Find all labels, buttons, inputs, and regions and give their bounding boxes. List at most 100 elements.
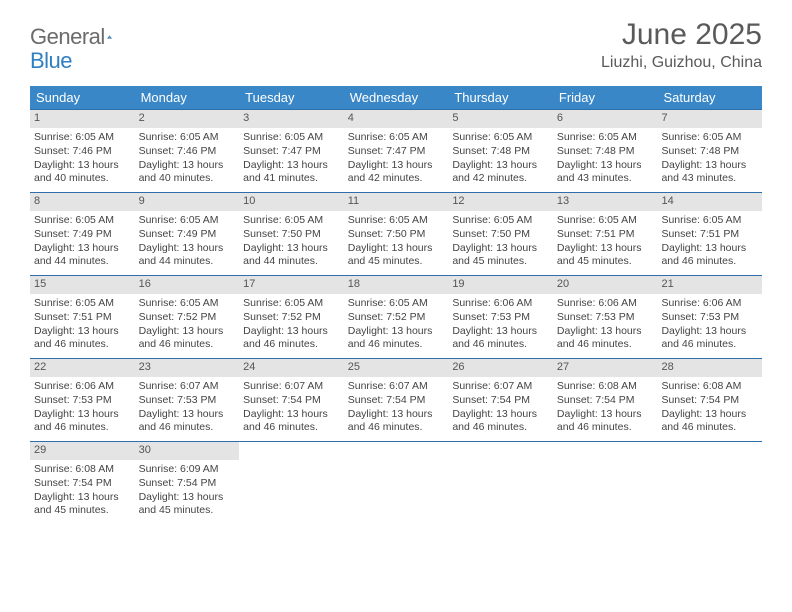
day-cell: 18Sunrise: 6:05 AMSunset: 7:52 PMDayligh… <box>344 276 449 358</box>
sunset-line: Sunset: 7:48 PM <box>661 145 758 158</box>
daylight-line: Daylight: 13 hours and 44 minutes. <box>243 242 340 268</box>
day-number: 17 <box>239 276 344 294</box>
day-number: 15 <box>30 276 135 294</box>
daylight-line: Daylight: 13 hours and 45 minutes. <box>557 242 654 268</box>
day-header-row: SundayMondayTuesdayWednesdayThursdayFrid… <box>30 86 762 109</box>
day-number: 14 <box>657 193 762 211</box>
day-cell: 28Sunrise: 6:08 AMSunset: 7:54 PMDayligh… <box>657 359 762 441</box>
daylight-line: Daylight: 13 hours and 46 minutes. <box>139 325 236 351</box>
day-header: Monday <box>135 86 240 109</box>
sunrise-line: Sunrise: 6:05 AM <box>243 297 340 310</box>
day-header: Thursday <box>448 86 553 109</box>
sunrise-line: Sunrise: 6:05 AM <box>243 214 340 227</box>
day-number: 9 <box>135 193 240 211</box>
sunset-line: Sunset: 7:53 PM <box>661 311 758 324</box>
day-number: 21 <box>657 276 762 294</box>
day-number: 24 <box>239 359 344 377</box>
sunrise-line: Sunrise: 6:05 AM <box>452 131 549 144</box>
day-cell <box>553 442 658 524</box>
daylight-line: Daylight: 13 hours and 45 minutes. <box>452 242 549 268</box>
weeks-container: 1Sunrise: 6:05 AMSunset: 7:46 PMDaylight… <box>30 109 762 524</box>
sunrise-line: Sunrise: 6:05 AM <box>348 214 445 227</box>
sunset-line: Sunset: 7:52 PM <box>139 311 236 324</box>
sunrise-line: Sunrise: 6:05 AM <box>243 131 340 144</box>
day-cell: 25Sunrise: 6:07 AMSunset: 7:54 PMDayligh… <box>344 359 449 441</box>
day-cell: 5Sunrise: 6:05 AMSunset: 7:48 PMDaylight… <box>448 110 553 192</box>
day-number: 23 <box>135 359 240 377</box>
sunset-line: Sunset: 7:53 PM <box>139 394 236 407</box>
day-header: Saturday <box>657 86 762 109</box>
day-number: 2 <box>135 110 240 128</box>
sunrise-line: Sunrise: 6:05 AM <box>348 297 445 310</box>
sunset-line: Sunset: 7:53 PM <box>557 311 654 324</box>
day-cell: 29Sunrise: 6:08 AMSunset: 7:54 PMDayligh… <box>30 442 135 524</box>
sunset-line: Sunset: 7:53 PM <box>452 311 549 324</box>
sunset-line: Sunset: 7:47 PM <box>348 145 445 158</box>
day-cell: 24Sunrise: 6:07 AMSunset: 7:54 PMDayligh… <box>239 359 344 441</box>
day-cell: 16 Sunrise: 6:05 AMSunset: 7:52 PMDayligh… <box>135 276 240 358</box>
day-cell: 14Sunrise: 6:05 AMSunset: 7:51 PMDayligh… <box>657 193 762 275</box>
sunrise-line: Sunrise: 6:05 AM <box>557 131 654 144</box>
sunset-line: Sunset: 7:54 PM <box>34 477 131 490</box>
day-number: 28 <box>657 359 762 377</box>
sunrise-line: Sunrise: 6:05 AM <box>139 131 236 144</box>
day-cell: 1 Sunrise: 6:05 AMSunset: 7:46 PMDaylight… <box>30 110 135 192</box>
sunrise-line: Sunrise: 6:07 AM <box>452 380 549 393</box>
week-row: 22Sunrise: 6:06 AMSunset: 7:53 PMDayligh… <box>30 358 762 441</box>
day-header: Friday <box>553 86 658 109</box>
day-cell: 20Sunrise: 6:06 AMSunset: 7:53 PMDayligh… <box>553 276 658 358</box>
sunrise-line: Sunrise: 6:09 AM <box>139 463 236 476</box>
day-cell: 3Sunrise: 6:05 AMSunset: 7:47 PMDaylight… <box>239 110 344 192</box>
daylight-line: Daylight: 13 hours and 46 minutes. <box>34 408 131 434</box>
day-number: 6 <box>553 110 658 128</box>
day-number: 1 <box>30 110 135 128</box>
sunrise-line: Sunrise: 6:05 AM <box>34 214 131 227</box>
daylight-line: Daylight: 13 hours and 43 minutes. <box>557 159 654 185</box>
day-cell: 23Sunrise: 6:07 AMSunset: 7:53 PMDayligh… <box>135 359 240 441</box>
day-number: 16 <box>135 276 240 294</box>
day-cell: 7Sunrise: 6:05 AMSunset: 7:48 PMDaylight… <box>657 110 762 192</box>
day-cell: 13Sunrise: 6:05 AMSunset: 7:51 PMDayligh… <box>553 193 658 275</box>
daylight-line: Daylight: 13 hours and 40 minutes. <box>139 159 236 185</box>
daylight-line: Daylight: 13 hours and 46 minutes. <box>139 408 236 434</box>
day-cell: 26Sunrise: 6:07 AMSunset: 7:54 PMDayligh… <box>448 359 553 441</box>
daylight-line: Daylight: 13 hours and 45 minutes. <box>34 491 131 517</box>
day-cell: 4Sunrise: 6:05 AMSunset: 7:47 PMDaylight… <box>344 110 449 192</box>
day-cell: 6Sunrise: 6:05 AMSunset: 7:48 PMDaylight… <box>553 110 658 192</box>
sunrise-line: Sunrise: 6:08 AM <box>34 463 131 476</box>
sunrise-line: Sunrise: 6:06 AM <box>452 297 549 310</box>
sunrise-line: Sunrise: 6:05 AM <box>139 214 236 227</box>
day-number: 19 <box>448 276 553 294</box>
day-cell <box>448 442 553 524</box>
sunset-line: Sunset: 7:52 PM <box>243 311 340 324</box>
sunrise-line: Sunrise: 6:07 AM <box>348 380 445 393</box>
sunset-line: Sunset: 7:51 PM <box>661 228 758 241</box>
day-cell <box>344 442 449 524</box>
daylight-line: Daylight: 13 hours and 46 minutes. <box>452 408 549 434</box>
sunrise-line: Sunrise: 6:07 AM <box>243 380 340 393</box>
sunset-line: Sunset: 7:50 PM <box>452 228 549 241</box>
calendar: SundayMondayTuesdayWednesdayThursdayFrid… <box>30 86 762 524</box>
sunrise-line: Sunrise: 6:05 AM <box>34 297 131 310</box>
day-cell: 11Sunrise: 6:05 AMSunset: 7:50 PMDayligh… <box>344 193 449 275</box>
day-number: 22 <box>30 359 135 377</box>
sunrise-line: Sunrise: 6:05 AM <box>452 214 549 227</box>
sunrise-line: Sunrise: 6:05 AM <box>139 297 236 310</box>
daylight-line: Daylight: 13 hours and 46 minutes. <box>661 325 758 351</box>
day-number: 8 <box>30 193 135 211</box>
week-row: 1Sunrise: 6:05 AMSunset: 7:46 PMDaylight… <box>30 109 762 192</box>
sunrise-line: Sunrise: 6:05 AM <box>34 131 131 144</box>
daylight-line: Daylight: 13 hours and 40 minutes. <box>34 159 131 185</box>
sunset-line: Sunset: 7:50 PM <box>348 228 445 241</box>
week-row: 15Sunrise: 6:05 AMSunset: 7:51 PMDayligh… <box>30 275 762 358</box>
daylight-line: Daylight: 13 hours and 42 minutes. <box>348 159 445 185</box>
sunrise-line: Sunrise: 6:08 AM <box>661 380 758 393</box>
week-row: 8Sunrise: 6:05 AMSunset: 7:49 PMDaylight… <box>30 192 762 275</box>
day-number: 7 <box>657 110 762 128</box>
sunset-line: Sunset: 7:46 PM <box>34 145 131 158</box>
sunset-line: Sunset: 7:54 PM <box>139 477 236 490</box>
daylight-line: Daylight: 13 hours and 44 minutes. <box>34 242 131 268</box>
day-cell: 2Sunrise: 6:05 AMSunset: 7:46 PMDaylight… <box>135 110 240 192</box>
sunset-line: Sunset: 7:54 PM <box>243 394 340 407</box>
daylight-line: Daylight: 13 hours and 46 minutes. <box>34 325 131 351</box>
